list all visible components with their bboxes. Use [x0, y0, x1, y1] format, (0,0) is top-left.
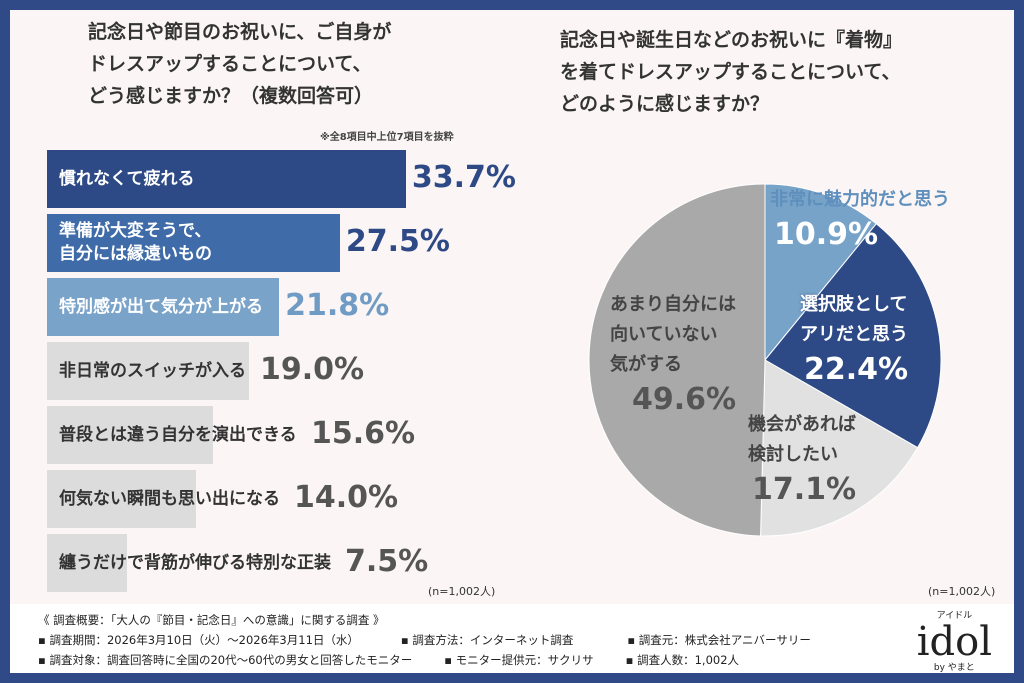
footer-row: ▪ 調査対象：調査回答時に全国の20代～60代の男女と回答したモニター ▪ モニタ…	[38, 650, 1014, 670]
bar: 非日常のスイッチが入る	[47, 342, 250, 400]
sample-size: (n=1,002人)	[928, 585, 996, 598]
bar-value-label: 14.0%	[294, 480, 399, 515]
logo-word: idol	[916, 619, 992, 665]
pie-value-label: 49.6%	[632, 382, 737, 417]
bar-value-label: 19.0%	[260, 352, 365, 387]
bar: 何気ない瞬間も思い出になる	[47, 470, 280, 528]
pie-label: 非常に魅力的だと思う 10.9%	[770, 185, 950, 255]
bar-value-label: 15.6%	[311, 416, 416, 451]
bar-label: 普段とは違う自分を演出できる	[59, 424, 297, 445]
survey-method: ▪ 調査方法：インターネット調査	[400, 633, 574, 647]
question-line: どう感じますか？（複数回答可）	[88, 85, 374, 107]
pie-slice	[764, 222, 942, 449]
question-line: を着てドレスアップすることについて、	[560, 61, 901, 83]
survey-source: ▪ 調査元：株式会社アニバーサリー	[627, 633, 811, 647]
bar-label: 準備が大変そうで、 自分には縁遠いもの	[59, 221, 212, 264]
pie-category: 機会があれば 検討したい	[748, 414, 856, 465]
bar-label: 何気ない瞬間も思い出になる	[59, 488, 280, 509]
pie-label: あまり自分には 向いていない 気がする 49.6%	[610, 290, 736, 420]
survey-title: 《 調査概要：「大人の『節目・記念日』への意識」に関する調査 》	[38, 613, 385, 627]
pie-slice	[588, 183, 766, 537]
question-line: 記念日や節目のお祝いに、ご自身が	[88, 21, 392, 43]
pie-value-label: 10.9%	[774, 217, 879, 252]
pie-value-label: 22.4%	[804, 352, 909, 387]
idol-logo: アイドル idol by やまと	[917, 610, 992, 674]
bar: 普段とは違う自分を演出できる	[47, 406, 297, 464]
pie-label: 機会があれば 検討したい 17.1%	[748, 410, 856, 510]
pie-category: あまり自分には 向いていない 気がする	[610, 294, 736, 375]
bar-label: 非日常のスイッチが入る	[59, 360, 246, 381]
bar: 準備が大変そうで、 自分には縁遠いもの	[47, 214, 340, 272]
survey-count: ▪ 調査人数：1,002人	[625, 653, 740, 667]
pie-category: 非常に魅力的だと思う	[770, 189, 950, 210]
survey-target: ▪ 調査対象：調査回答時に全国の20代～60代の男女と回答したモニター	[38, 653, 413, 667]
bar-value-label: 27.5%	[345, 224, 450, 259]
logo-kana: アイドル	[936, 611, 973, 621]
left-question: 記念日や節目のお祝いに、ご自身が ドレスアップすることについて、 どう感じますか…	[88, 16, 391, 112]
footer: 《 調査概要：「大人の『節目・記念日』への意識」に関する調査 》 ▪ 調査期間：…	[10, 604, 1014, 673]
right-question: 記念日や誕生日などのお祝いに『着物』 を着てドレスアップすることについて、 どの…	[560, 24, 902, 120]
bar-label: 特別感が出て気分が上がる	[59, 296, 263, 317]
bar: 纏うだけで背筋が伸びる特別な正装	[47, 534, 331, 592]
bar-label: 纏うだけで背筋が伸びる特別な正装	[59, 552, 331, 573]
bar-value-label: 33.7%	[411, 160, 516, 195]
pie-value-label: 17.1%	[752, 472, 857, 507]
pie-label: 選択肢として アリだと思う 22.4%	[800, 290, 908, 390]
monitor-provider: ▪ モニター提供元：サクリサ	[444, 653, 594, 667]
bar: 慣れなくて疲れる	[47, 150, 406, 208]
logo-sub: by やまと	[933, 663, 975, 673]
bar-label: 慣れなくて疲れる	[59, 168, 195, 189]
footer-row: ▪ 調査期間：2026年3月10日（火）～2026年3月11日（水） ▪ 調査方法…	[38, 630, 1014, 650]
question-line: ドレスアップすることについて、	[88, 53, 372, 75]
question-line: 記念日や誕生日などのお祝いに『着物』	[560, 29, 903, 51]
pie-category: 選択肢として アリだと思う	[800, 294, 908, 345]
survey-period: ▪ 調査期間：2026年3月10日（火）～2026年3月11日（水）	[38, 633, 359, 647]
note: ※全8項目中上位7項目を抜粋	[320, 132, 454, 143]
pie-slice	[764, 183, 878, 362]
bar: 特別感が出て気分が上がる	[47, 278, 280, 336]
question-line: どのように感じますか？	[560, 93, 770, 115]
bar-value-label: 21.8%	[285, 288, 390, 323]
pie-slice	[760, 359, 919, 537]
sample-size: (n=1,002人)	[428, 585, 496, 598]
bar-value-label: 7.5%	[345, 544, 429, 579]
